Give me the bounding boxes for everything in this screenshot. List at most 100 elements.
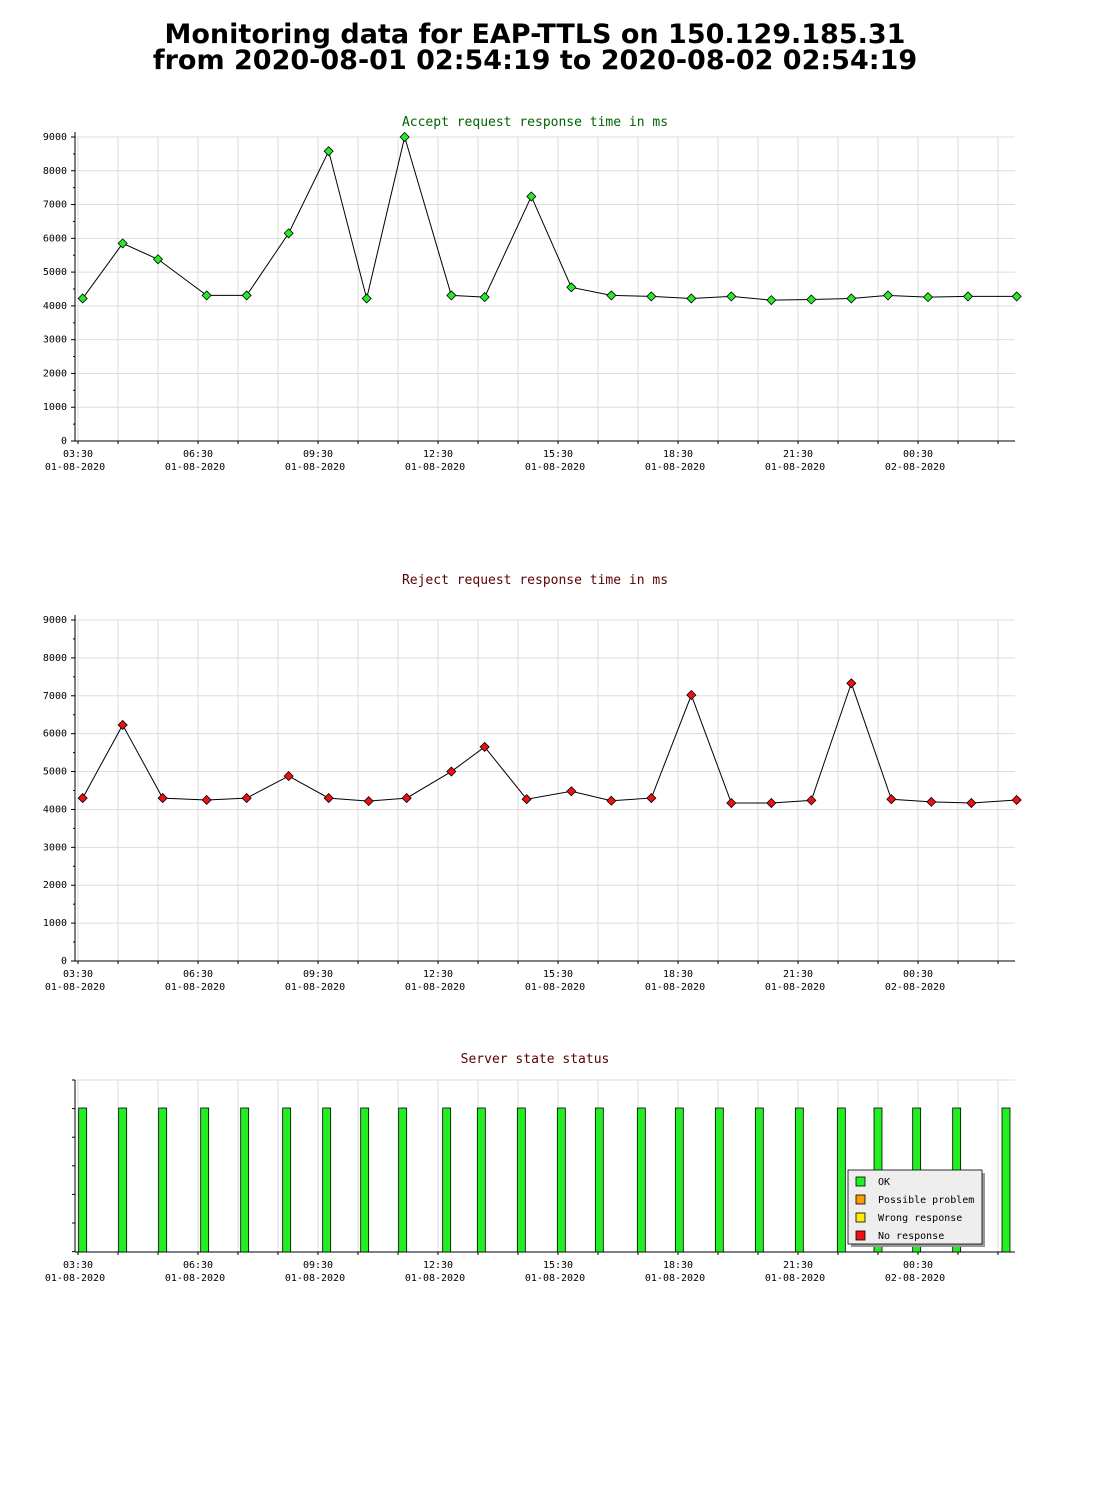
accept-data-point: [882, 290, 894, 301]
status-x-tick-label-date: 02-08-2020: [885, 1273, 945, 1284]
reject-data-point: [606, 795, 617, 806]
reject-response-time-chart: Reject request response time in ms 0 1000…: [43, 573, 1022, 993]
accept-x-tick-label-time: 12:30: [423, 449, 453, 460]
status-bar: [322, 1107, 332, 1253]
reject-y-tick-label: 6000: [43, 729, 67, 740]
reject-data-point: [363, 796, 374, 807]
status-bar: [674, 1107, 684, 1253]
reject-y-tick-label: 3000: [43, 842, 67, 853]
accept-data-point: [846, 293, 857, 304]
status-bar: [200, 1107, 210, 1253]
reject-data-point: [566, 786, 577, 797]
accept-data-point: [606, 290, 617, 301]
legend-swatch: [855, 1230, 866, 1241]
status-bar: [360, 1107, 370, 1253]
page-title-line1: Monitoring data for EAP-TTLS on 150.129.…: [164, 19, 906, 50]
status-x-tick-label-time: 15:30: [543, 1260, 573, 1271]
status-bar: [282, 1107, 292, 1253]
status-x-tick-label-time: 06:30: [183, 1260, 213, 1271]
accept-y-tick-label: 6000: [43, 233, 67, 244]
reject-x-tick-label-date: 01-08-2020: [645, 982, 705, 993]
accept-x-tick-label-date: 02-08-2020: [885, 462, 945, 473]
status-x-tick-label-time: 00:30: [903, 1260, 933, 1271]
accept-data-point: [399, 131, 410, 143]
reject-data-point: [323, 793, 334, 804]
status-x-tick-label-date: 01-08-2020: [165, 1273, 225, 1284]
reject-x-tick-label-time: 15:30: [543, 969, 573, 980]
reject-data-point: [283, 771, 294, 782]
reject-data-point: [77, 793, 88, 804]
legend-label: OK: [878, 1177, 890, 1188]
accept-x-tick-label-date: 01-08-2020: [165, 462, 225, 473]
accept-data-point: [526, 191, 537, 202]
status-bar: [442, 1107, 452, 1253]
accept-x-tick-label-time: 03:30: [63, 449, 93, 460]
accept-x-tick-label-date: 01-08-2020: [405, 462, 465, 473]
accept-y-tick-label: 2000: [43, 368, 67, 379]
reject-x-tick-label-time: 12:30: [423, 969, 453, 980]
reject-data-point: [201, 794, 212, 806]
accept-data-point: [446, 290, 457, 301]
status-x-tick-label-time: 03:30: [63, 1260, 93, 1271]
reject-data-point: [241, 793, 252, 804]
reject-x-tick-label-time: 18:30: [663, 969, 693, 980]
reject-x-tick-label-date: 01-08-2020: [765, 982, 825, 993]
accept-y-tick-label: 1000: [43, 402, 67, 413]
legend-box: [847, 1169, 983, 1245]
status-bar: [556, 1107, 566, 1253]
reject-y-tick-label: 9000: [43, 615, 67, 626]
reject-chart-title: Reject request response time in ms: [402, 573, 668, 588]
accept-data-point: [806, 294, 817, 305]
status-bar: [240, 1107, 250, 1253]
reject-data-point: [1011, 794, 1022, 806]
accept-data-point: [962, 291, 974, 302]
status-bar: [1001, 1107, 1011, 1253]
accept-data-point: [646, 291, 657, 302]
legend-swatch: [855, 1194, 866, 1205]
status-bar: [516, 1107, 526, 1253]
reject-x-tick-label-time: 21:30: [783, 969, 813, 980]
accept-x-tick-label-time: 06:30: [183, 449, 213, 460]
accept-data-point: [922, 292, 934, 303]
reject-data-point: [806, 795, 817, 806]
accept-x-tick-label-time: 18:30: [663, 449, 693, 460]
accept-x-tick-label-time: 00:30: [903, 449, 933, 460]
reject-data-point: [479, 741, 490, 752]
accept-y-tick-label: 9000: [43, 132, 67, 143]
status-x-tick-label-date: 01-08-2020: [285, 1273, 345, 1284]
accept-data-point: [686, 293, 697, 304]
reject-x-tick-label-date: 01-08-2020: [405, 982, 465, 993]
accept-data-point: [479, 292, 490, 303]
accept-x-tick-label-time: 21:30: [783, 449, 813, 460]
reject-data-point: [926, 796, 937, 807]
reject-x-tick-label-date: 01-08-2020: [45, 982, 105, 993]
reject-x-tick-label-date: 01-08-2020: [285, 982, 345, 993]
reject-y-tick-label: 2000: [43, 880, 67, 891]
reject-y-tick-label: 5000: [43, 767, 67, 778]
status-x-tick-label-time: 18:30: [663, 1260, 693, 1271]
status-x-tick-label-date: 01-08-2020: [645, 1273, 705, 1284]
status-bar: [794, 1107, 804, 1253]
reject-data-point: [646, 793, 657, 804]
reject-data-point: [521, 794, 532, 805]
accept-response-time-chart: Accept request response time in ms 0 1000…: [43, 115, 1022, 473]
server-state-status-chart: Server state status 03:30 01-08-2020 06:30…: [45, 1052, 1015, 1284]
status-x-tick-label-time: 09:30: [303, 1260, 333, 1271]
status-x-tick-label-date: 01-08-2020: [525, 1273, 585, 1284]
accept-series-line: [82, 135, 1017, 301]
legend-label: Wrong response: [878, 1213, 962, 1224]
accept-data-point: [361, 293, 372, 304]
reject-y-tick-label: 0: [61, 956, 67, 967]
accept-data-point: [726, 291, 737, 302]
accept-y-tick-label: 3000: [43, 335, 67, 346]
reject-x-tick-label-time: 00:30: [903, 969, 933, 980]
reject-x-tick-label-date: 01-08-2020: [165, 982, 225, 993]
accept-data-point: [241, 290, 252, 301]
reject-x-tick-label-time: 03:30: [63, 969, 93, 980]
status-x-tick-label-time: 21:30: [783, 1260, 813, 1271]
legend-label: Possible problem: [878, 1195, 974, 1206]
status-x-tick-label-date: 01-08-2020: [405, 1273, 465, 1284]
accept-data-point: [323, 146, 334, 157]
status-bar: [714, 1107, 724, 1253]
accept-data-point: [283, 228, 294, 239]
